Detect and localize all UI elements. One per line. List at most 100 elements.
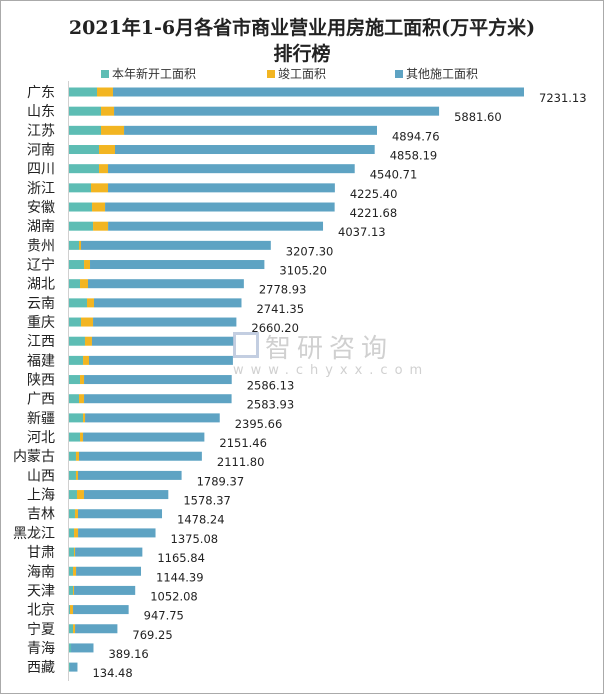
bar-segment-other	[71, 643, 94, 653]
legend-label: 竣工面积	[278, 67, 327, 81]
bar-segment-new	[69, 260, 85, 270]
bar-segment-other	[90, 260, 265, 270]
bar-segment-other	[83, 490, 169, 500]
chart-title: 2021年1-6月各省市商业营业用房施工面积(万平方米)	[68, 17, 536, 39]
bar-segment-new	[69, 298, 87, 308]
category-label: 西藏	[27, 660, 55, 676]
bar-segment-completed	[74, 528, 79, 538]
total-label: 4540.71	[370, 168, 418, 182]
bar-segment-other	[114, 145, 375, 155]
total-label: 769.25	[132, 628, 172, 642]
total-label: 4894.76	[392, 129, 440, 143]
bar-segment-new	[69, 106, 102, 116]
bar-segment-new	[69, 451, 76, 461]
bar-segment-completed	[101, 125, 125, 135]
category-label: 辽宁	[27, 257, 55, 274]
bar-segment-new	[69, 375, 81, 385]
category-label: 重庆	[27, 315, 55, 331]
bar-segment-new	[69, 490, 77, 500]
bar-segment-new	[69, 183, 92, 193]
total-label: 4037.13	[338, 225, 386, 239]
bar-segment-other	[77, 509, 163, 519]
bar-segment-new	[69, 643, 72, 653]
legend-item: 本年新开工面积	[101, 65, 196, 82]
total-label: 2586.13	[247, 379, 295, 393]
watermark-url: www.chyxx.com	[233, 363, 430, 378]
total-label: 3207.30	[286, 244, 334, 258]
bar-segment-other	[108, 183, 335, 193]
bar-segment-new	[69, 145, 100, 155]
total-label: 134.48	[92, 666, 132, 680]
bar-segment-other	[124, 125, 377, 135]
bar-segment-other	[91, 336, 234, 346]
bar-segment-completed	[99, 145, 115, 155]
bar-segment-completed	[75, 451, 80, 461]
bar-segment-completed	[91, 183, 109, 193]
bar-segment-other	[93, 317, 237, 327]
bar-segment-other	[105, 202, 335, 212]
legend-swatch	[101, 69, 109, 78]
bar-segment-completed	[74, 509, 78, 519]
chart-title-line2: 排行榜	[273, 43, 331, 65]
total-label: 2151.46	[219, 436, 267, 450]
bar-segment-completed	[86, 298, 94, 308]
bar-segment-new	[69, 547, 75, 557]
legend-swatch	[267, 69, 275, 78]
bar-segment-completed	[93, 221, 109, 231]
bar-segment-completed	[92, 202, 106, 212]
bar-segment-new	[69, 279, 81, 289]
total-label: 4225.40	[350, 187, 398, 201]
bar-segment-new	[69, 336, 85, 346]
bar-segment-completed	[73, 566, 77, 576]
bar-segment-completed	[76, 490, 84, 500]
category-label: 湖南	[27, 219, 55, 235]
bar-segment-new	[69, 87, 98, 97]
bar-segment-new	[69, 605, 71, 615]
category-label: 江苏	[27, 123, 55, 139]
category-label: 河北	[27, 430, 55, 446]
category-label: 陕西	[27, 373, 55, 389]
total-label: 1789.37	[197, 474, 245, 488]
category-label: 江西	[27, 334, 55, 350]
bar-segment-completed	[80, 279, 89, 289]
total-label: 947.75	[144, 609, 184, 623]
bar-segment-new	[69, 355, 84, 365]
bar-segment-completed	[84, 336, 92, 346]
bar-segment-completed	[80, 375, 85, 385]
bar-segment-completed	[83, 413, 86, 423]
bar-segment-other	[75, 547, 143, 557]
bar-segment-completed	[80, 432, 84, 442]
category-label: 四川	[27, 162, 55, 178]
bar-segment-other	[84, 375, 232, 385]
bar-segment-completed	[101, 106, 115, 116]
bar-segment-new	[69, 585, 74, 595]
total-label: 1478.24	[177, 513, 225, 527]
category-label: 福建	[27, 353, 55, 369]
total-label: 2660.20	[251, 321, 299, 335]
total-label: 4858.19	[390, 149, 438, 163]
total-label: 5881.60	[454, 110, 502, 124]
bar-segment-completed	[84, 260, 91, 270]
bar-segment-new	[69, 221, 94, 231]
total-label: 1578.37	[183, 494, 231, 508]
total-label: 2778.93	[259, 283, 307, 297]
bar-segment-new	[69, 470, 76, 480]
total-label: 2395.66	[235, 417, 283, 431]
total-label: 2111.80	[217, 455, 265, 469]
bar-segment-new	[69, 317, 82, 327]
total-label: 1165.84	[157, 551, 205, 565]
bar-segment-completed	[83, 355, 90, 365]
bar-segment-other	[112, 87, 524, 97]
total-label: 2741.35	[256, 302, 304, 316]
bar-segment-other	[85, 413, 220, 423]
category-label: 青海	[27, 641, 55, 657]
bar-segment-new	[69, 624, 74, 634]
bar-segment-other	[81, 240, 271, 250]
total-label: 3105.20	[279, 264, 327, 278]
bar-segment-completed	[73, 585, 75, 595]
total-label: 2583.93	[247, 398, 295, 412]
category-label: 云南	[27, 296, 55, 312]
bar-segment-other	[79, 451, 202, 461]
total-label: 7231.13	[539, 91, 587, 105]
bar-segment-completed	[97, 87, 113, 97]
